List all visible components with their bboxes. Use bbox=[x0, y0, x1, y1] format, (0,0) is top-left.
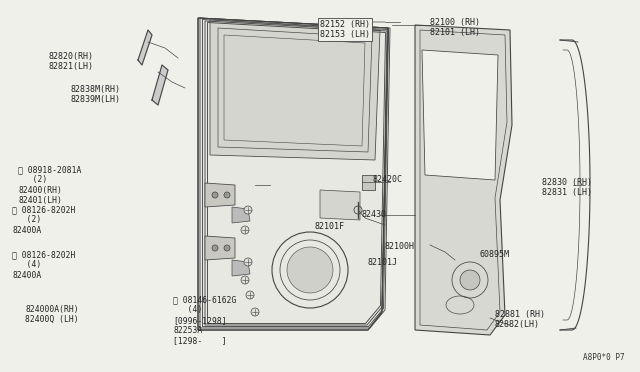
Circle shape bbox=[244, 206, 252, 214]
Polygon shape bbox=[205, 236, 235, 260]
Polygon shape bbox=[205, 183, 235, 207]
Text: A8P0*0 P7: A8P0*0 P7 bbox=[584, 353, 625, 362]
Text: 82830 (RH)
82831 (LH): 82830 (RH) 82831 (LH) bbox=[542, 178, 592, 198]
Circle shape bbox=[246, 291, 254, 299]
Text: Ⓝ 08918-2081A
   (2)
82400(RH)
82401(LH): Ⓝ 08918-2081A (2) 82400(RH) 82401(LH) bbox=[18, 165, 81, 205]
Text: 82820(RH)
82821(LH): 82820(RH) 82821(LH) bbox=[48, 52, 93, 71]
Text: 82420C: 82420C bbox=[373, 175, 403, 184]
Polygon shape bbox=[152, 65, 168, 105]
Polygon shape bbox=[422, 50, 498, 180]
Text: Ⓑ 08126-8202H
   (2)
82400A: Ⓑ 08126-8202H (2) 82400A bbox=[12, 205, 76, 235]
Text: 82101F: 82101F bbox=[315, 222, 345, 231]
Circle shape bbox=[460, 270, 480, 290]
Polygon shape bbox=[320, 190, 360, 220]
Text: Ⓑ 08146-6162G
   (4)
[0996-1298]
82253A
[1298-    ]: Ⓑ 08146-6162G (4) [0996-1298] 82253A [12… bbox=[173, 295, 236, 346]
Text: 60895M: 60895M bbox=[480, 250, 510, 259]
Circle shape bbox=[244, 258, 252, 266]
Text: 82838M(RH)
82839M(LH): 82838M(RH) 82839M(LH) bbox=[70, 85, 120, 105]
Polygon shape bbox=[138, 30, 152, 65]
Circle shape bbox=[241, 276, 249, 284]
Polygon shape bbox=[198, 18, 388, 330]
Text: 82430: 82430 bbox=[362, 210, 387, 219]
Text: 82100H: 82100H bbox=[385, 242, 415, 251]
Circle shape bbox=[224, 245, 230, 251]
Circle shape bbox=[251, 308, 259, 316]
Circle shape bbox=[212, 192, 218, 198]
Circle shape bbox=[224, 192, 230, 198]
Polygon shape bbox=[232, 207, 250, 223]
Polygon shape bbox=[210, 20, 380, 160]
Circle shape bbox=[241, 226, 249, 234]
Polygon shape bbox=[415, 25, 512, 335]
Text: 824000A(RH)
82400Q (LH): 824000A(RH) 82400Q (LH) bbox=[25, 305, 79, 324]
Polygon shape bbox=[362, 175, 375, 190]
Text: Ⓑ 08126-8202H
   (4)
82400A: Ⓑ 08126-8202H (4) 82400A bbox=[12, 250, 76, 280]
Polygon shape bbox=[232, 260, 250, 276]
Circle shape bbox=[212, 245, 218, 251]
Circle shape bbox=[287, 247, 333, 293]
Text: 82881 (RH)
82882(LH): 82881 (RH) 82882(LH) bbox=[495, 310, 545, 329]
Text: 82101J: 82101J bbox=[368, 258, 398, 267]
Text: 82152 (RH)
82153 (LH): 82152 (RH) 82153 (LH) bbox=[320, 20, 370, 39]
Text: 82100 (RH)
82101 (LH): 82100 (RH) 82101 (LH) bbox=[430, 18, 480, 38]
